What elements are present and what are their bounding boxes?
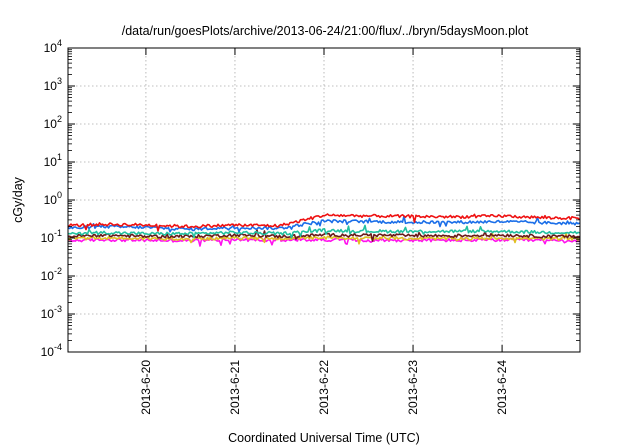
y-tick-label: 10-3 — [41, 304, 62, 321]
x-tick-label: 2013-6-22 — [317, 360, 331, 415]
grid — [68, 48, 580, 352]
y-tick-label: 103 — [44, 76, 62, 93]
x-axis-label: Coordinated Universal Time (UTC) — [228, 431, 420, 445]
x-tick-label: 2013-6-21 — [228, 360, 242, 415]
series-line — [67, 213, 581, 232]
y-tick-label: 10-2 — [41, 266, 62, 283]
y-axis-label: cGy/day — [11, 176, 25, 223]
y-tick-label: 104 — [44, 38, 62, 55]
y-tick-label: 10-4 — [41, 342, 62, 359]
x-axis: 2013-6-20 2013-6-21 2013-6-22 2013-6-23 2013… — [139, 48, 509, 415]
series-line — [67, 229, 580, 242]
x-tick-label: 2013-6-20 — [139, 360, 153, 415]
chart-title: /data/run/goesPlots/archive/2013-06-24/2… — [122, 24, 529, 38]
y-tick-label: 10-1 — [41, 228, 62, 245]
series-line — [67, 235, 581, 247]
x-tick-label: 2013-6-24 — [495, 360, 509, 415]
y-tick-label: 102 — [44, 114, 62, 131]
series-line — [67, 231, 581, 245]
y-axis: 10-4 10-3 10-2 10-1 100 101 102 103 104 — [41, 38, 580, 359]
series-line — [68, 224, 580, 239]
series-layer — [67, 213, 581, 247]
y-tick-label: 101 — [44, 152, 62, 169]
x-tick-label: 2013-6-23 — [406, 360, 420, 415]
y-tick-label: 100 — [44, 190, 62, 207]
